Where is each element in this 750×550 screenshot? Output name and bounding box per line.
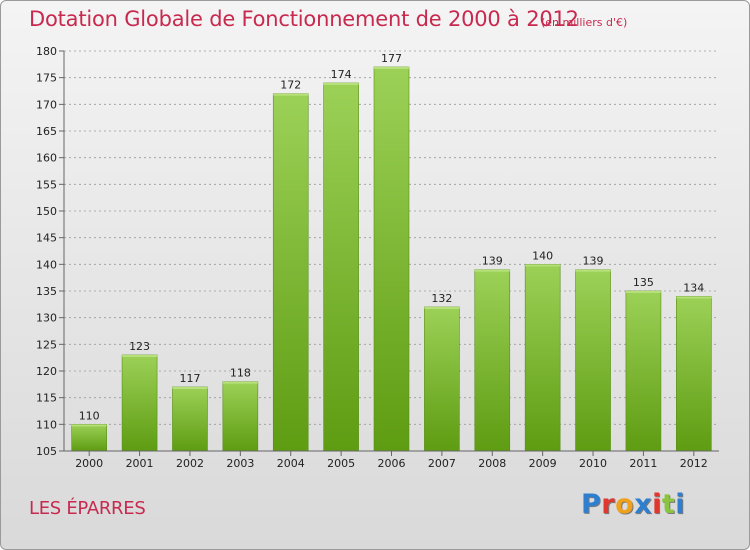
bar-highlight	[575, 269, 611, 272]
value-label: 135	[633, 276, 654, 289]
value-label: 174	[331, 68, 352, 81]
bar-highlight	[525, 264, 561, 267]
y-tick-label: 105	[36, 445, 57, 458]
y-tick-label: 165	[36, 125, 57, 138]
value-label: 139	[583, 255, 604, 268]
x-tick-label: 2004	[277, 457, 305, 470]
x-tick-label: 2003	[226, 457, 254, 470]
bar-highlight	[474, 269, 510, 272]
bar-highlight	[676, 296, 712, 299]
y-tick-label: 160	[36, 152, 57, 165]
y-tick-label: 150	[36, 205, 57, 218]
value-label: 132	[431, 292, 452, 305]
bar-highlight	[71, 424, 107, 427]
bar	[575, 269, 611, 452]
x-tick-label: 2005	[327, 457, 355, 470]
x-tick-label: 2012	[680, 457, 708, 470]
y-tick-label: 115	[36, 392, 57, 405]
value-labels: 110 123 117 118 172 174 177 132 139 140 139 135 134	[79, 52, 705, 422]
bar	[424, 306, 460, 452]
x-tick-label: 2009	[529, 457, 557, 470]
bar-highlight	[222, 381, 258, 384]
value-label: 118	[230, 367, 251, 380]
value-label: 117	[179, 372, 200, 385]
bar-highlight	[625, 291, 661, 293]
bar	[222, 381, 259, 452]
bars	[71, 66, 712, 452]
bar	[121, 354, 158, 452]
bar	[676, 296, 712, 452]
x-tick-label: 2006	[378, 457, 406, 470]
y-tick-label: 130	[36, 312, 57, 325]
logo-letter: P	[581, 489, 602, 520]
y-tick-label: 145	[36, 232, 57, 245]
y-tick-label: 110	[36, 418, 57, 431]
logo-letter: o	[615, 489, 635, 520]
bar	[71, 424, 107, 452]
x-tick-label: 2010	[579, 457, 607, 470]
x-tick-label: 2002	[176, 457, 204, 470]
logo-letter: r	[601, 489, 616, 520]
bar	[524, 264, 561, 452]
x-tick-label: 2007	[428, 457, 456, 470]
bar	[625, 290, 662, 452]
y-tick-label: 175	[36, 72, 57, 85]
logo-letter: t	[661, 489, 676, 520]
value-label: 134	[683, 281, 704, 294]
y-tick-label: 180	[36, 45, 57, 58]
bar-highlight	[323, 83, 359, 85]
y-tick-label: 155	[36, 178, 57, 191]
y-tick-label: 120	[36, 365, 57, 378]
x-tick-label: 2000	[75, 457, 103, 470]
y-axis: 105 110 115 120 125 130 135 140 145 150 155 160 165 1…	[36, 45, 65, 458]
bar	[272, 93, 309, 452]
bar-highlight	[172, 387, 208, 389]
bar-highlight	[424, 307, 460, 309]
logo-letter: i	[652, 489, 662, 520]
bar	[474, 269, 511, 452]
value-label: 110	[79, 409, 100, 422]
y-tick-label: 125	[36, 338, 57, 351]
x-axis: 2000 2001 2002 2003 2004 2005 2006 2007 2008 2009…	[64, 450, 719, 470]
y-tick-label: 170	[36, 98, 57, 111]
bar-highlight	[374, 67, 409, 69]
value-label: 139	[482, 255, 503, 268]
value-label: 140	[532, 249, 553, 262]
chart-title: Dotation Globale de Fonctionnement de 20…	[29, 7, 579, 31]
logo-letter: i	[675, 489, 686, 520]
logo-letter: x	[634, 489, 653, 520]
x-tick-label: 2008	[478, 457, 506, 470]
x-tick-label: 2011	[629, 457, 657, 470]
commune-name: LES ÉPARRES	[29, 498, 146, 519]
value-label: 123	[129, 340, 150, 353]
proxiti-logo[interactable]: Proxiti	[581, 489, 685, 520]
bar-highlight	[122, 355, 158, 357]
bar	[373, 66, 410, 452]
bar	[323, 82, 359, 452]
y-tick-label: 140	[36, 258, 57, 271]
bar	[172, 386, 208, 452]
x-tick-label: 2001	[126, 457, 154, 470]
y-tick-label: 135	[36, 285, 57, 298]
chart-subtitle: (en milliers d'€)	[541, 16, 628, 29]
value-label: 172	[280, 79, 301, 92]
value-label: 177	[381, 52, 402, 65]
bar-highlight	[273, 93, 309, 96]
